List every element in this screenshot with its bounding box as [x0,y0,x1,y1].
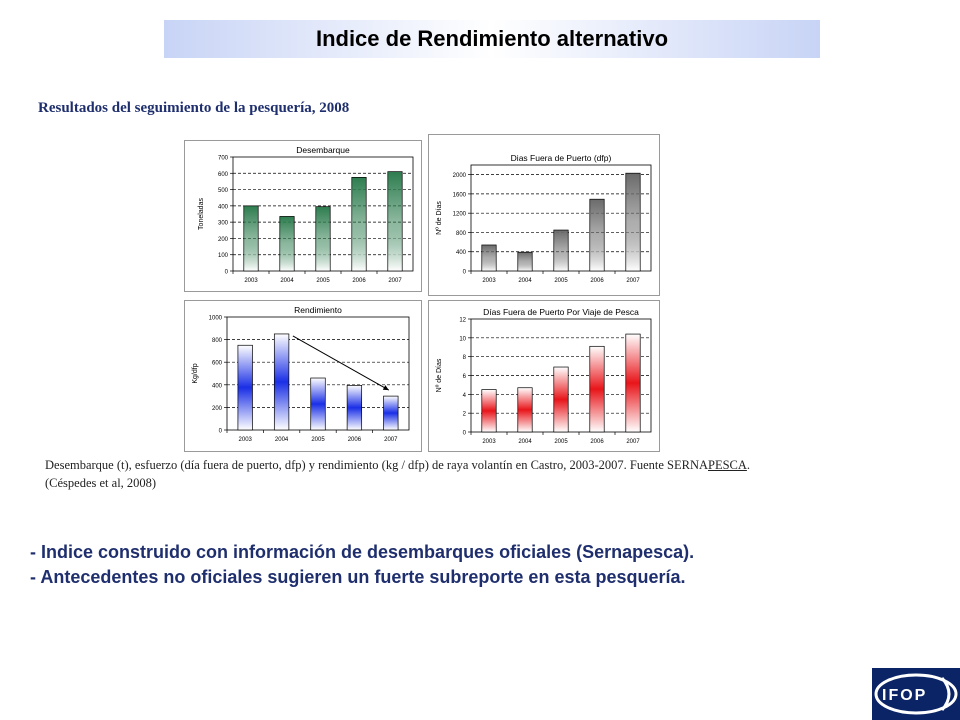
y-tick-label: 700 [218,156,229,162]
y-tick-label: 800 [456,231,467,237]
title-bar: Indice de Rendimiento alternativo [164,20,820,58]
y-tick-label: 400 [456,250,467,256]
x-tick-label: 2006 [348,437,362,443]
chart-rendimiento-svg: 0 200 400 600 800 1000 2003 2004 2005 2006 2007 Ren… [192,305,410,443]
chart-dias-viaje: 0 2 4 6 8 10 12 2003 2004 2005 2006 2007 Días Fuera … [428,300,660,452]
bar-2007 [625,172,641,272]
y-tick-label: 8 [463,355,467,361]
x-tick-label: 2004 [518,278,532,284]
x-tick-label: 2007 [384,437,398,443]
trend-arrow-head [382,385,389,391]
y-tick-label: 600 [218,172,229,178]
y-tick-label: 0 [225,270,229,276]
bar-2007 [387,171,403,272]
chart-title: Días Fuera de Puerto Por Viaje de Pesca [483,307,639,317]
bullet-item: - Antecedentes no oficiales sugieren un … [30,567,686,587]
chart-dias-viaje-svg: 0 2 4 6 8 10 12 2003 2004 2005 2006 2007 Días Fuera … [436,307,652,445]
y-tick-label: 800 [212,338,223,344]
chart-title: Dias Fuera de Puerto (dfp) [511,153,612,163]
chart-title: Rendimiento [294,305,342,315]
chart-dias-fuera-svg: 0 400 800 1200 1600 2000 2003 2004 2005 2006 2007 D… [436,153,652,284]
x-tick-label: 2006 [590,278,604,284]
x-tick-label: 2006 [590,439,604,445]
x-tick-label: 2003 [482,439,496,445]
x-tick-label: 2005 [316,278,330,284]
bar-2003 [237,344,253,431]
bar-2005 [553,366,569,433]
y-tick-label: 10 [459,336,466,342]
x-tick-label: 2005 [554,278,568,284]
x-tick-label: 2003 [482,278,496,284]
chart-title: Desembarque [296,145,350,155]
bar-2004 [517,251,533,272]
x-tick-label: 2005 [554,439,568,445]
y-axis-label: Nº de Días [436,358,443,392]
ifop-logo: IFOP [872,668,960,720]
y-tick-label: 0 [463,270,467,276]
y-tick-label: 100 [218,253,229,259]
chart-desembarque-svg: 0 100 200 300 400 500 600 700 2003 2004 2005 2006 20… [198,145,414,284]
y-tick-label: 200 [218,237,229,243]
y-tick-label: 200 [212,406,223,412]
x-tick-label: 2007 [626,439,640,445]
bar-2004 [273,333,290,431]
y-axis-label: Toneladas [198,198,205,230]
bar-2003 [481,389,497,433]
caption-link-text: PESCA [708,458,747,472]
bar-2005 [553,229,569,272]
x-tick-label: 2007 [388,278,402,284]
x-tick-label: 2003 [244,278,258,284]
y-tick-label: 400 [212,383,223,389]
y-tick-label: 0 [463,431,467,437]
y-axis-label: Nº de Días [436,201,443,235]
bullet-item: - Indice construido con información de d… [30,542,695,562]
bar-2006 [346,385,363,431]
y-tick-label: 0 [219,429,223,435]
ifop-logo-mark: IFOP [874,673,958,715]
trend-arrow [292,335,390,391]
y-tick-label: 1000 [209,316,223,322]
logo-text: IFOP [882,687,927,704]
y-tick-label: 400 [218,204,229,210]
x-tick-label: 2006 [352,278,366,284]
y-tick-label: 2 [463,412,467,418]
y-axis-label: Kg/dfp [192,363,199,383]
x-tick-label: 2004 [275,437,289,443]
section-subtitle: Resultados del seguimiento de la pesquer… [38,100,350,116]
figure-caption: Desembarque (t), esfuerzo (día fuera de … [45,456,905,492]
page-title: Indice de Rendimiento alternativo [315,26,669,51]
y-tick-label: 600 [212,361,223,367]
y-tick-label: 1600 [453,192,467,198]
bar-2005 [315,206,331,272]
bar-2007 [625,333,641,433]
chart-rendimiento: 0 200 400 600 800 1000 2003 2004 2005 2006 2007 Ren… [184,300,422,452]
y-tick-label: 4 [463,393,467,399]
bullet-list: - Indice construido con información de d… [30,540,694,590]
caption-end: . [746,458,751,472]
bar-2006 [351,177,367,272]
chart-desembarque: 0 100 200 300 400 500 600 700 2003 2004 2005 2006 20… [184,140,422,292]
y-tick-label: 1200 [453,212,467,218]
bar-2007 [383,395,399,431]
bar-2003 [481,244,497,272]
chart-dias-fuera: 0 400 800 1200 1600 2000 2003 2004 2005 2006 2007 D… [428,134,660,296]
caption-text: Desembarque (t), esfuerzo (día fuera de … [45,458,708,472]
bar-2004 [517,387,533,433]
x-tick-label: 2007 [626,278,640,284]
y-tick-label: 2000 [453,173,467,179]
caption-reference: (Céspedes et al, 2008) [45,476,157,490]
bar-2005 [310,377,326,431]
bar-2006 [589,198,605,272]
y-tick-label: 12 [459,318,466,324]
x-tick-label: 2004 [280,278,294,284]
x-tick-label: 2005 [311,437,325,443]
x-tick-label: 2003 [239,437,253,443]
bar-2004 [279,216,295,272]
y-tick-label: 300 [218,221,229,227]
bar-2003 [243,205,259,272]
bar-2006 [589,345,605,433]
y-tick-label: 500 [218,188,229,194]
x-tick-label: 2004 [518,439,532,445]
y-tick-label: 6 [463,374,467,380]
